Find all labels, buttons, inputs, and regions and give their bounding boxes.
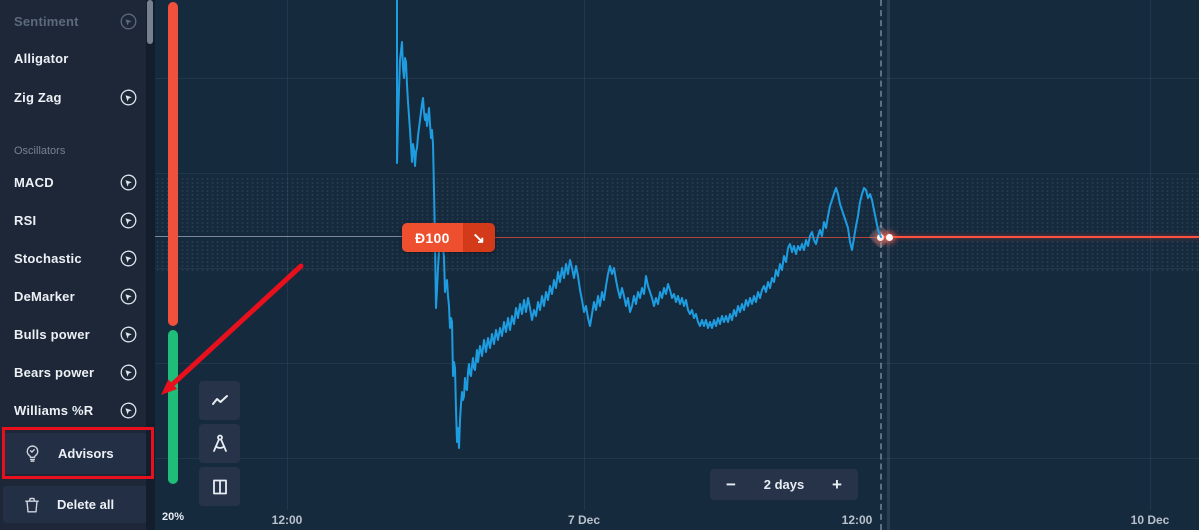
apply-indicator-icon[interactable]: [120, 250, 137, 267]
split-columns-icon: [212, 479, 227, 494]
sidebar-item-stochastic[interactable]: Stochastic: [0, 245, 146, 271]
sidebar-item-demarker[interactable]: DeMarker: [0, 283, 146, 309]
sidebar-item-label: MACD: [14, 174, 54, 190]
sidebar-item-label: Zig Zag: [14, 89, 62, 105]
expiry-time-line: [887, 0, 890, 530]
sidebar-item-zigzag[interactable]: Zig Zag: [0, 84, 146, 110]
vertical-gridline: [1150, 0, 1151, 510]
apply-indicator-icon[interactable]: [120, 13, 137, 30]
apply-indicator-icon[interactable]: [120, 364, 137, 381]
sidebar-item-label: Stochastic: [14, 250, 82, 266]
vertical-gridline: [287, 0, 288, 510]
sentiment-gauge-sell-bar: [168, 2, 178, 326]
trash-icon: [25, 497, 39, 512]
zoom-in-button[interactable]: +: [832, 474, 842, 494]
horizontal-gridline: [155, 173, 1199, 174]
sidebar-item-williams-r[interactable]: Williams %R: [0, 397, 146, 423]
advisor-lightbulb-icon: [26, 445, 39, 462]
sidebar-item-label: DeMarker: [14, 288, 75, 304]
timeframe-value[interactable]: 2 days: [763, 477, 805, 492]
apply-indicator-icon[interactable]: [120, 174, 137, 191]
sidebar-item-rsi[interactable]: RSI: [0, 207, 146, 233]
sentiment-gauge-percent: 20%: [162, 511, 185, 523]
price-chart[interactable]: 20% Đ100 ↘: [155, 0, 1199, 530]
scrollbar-thumb[interactable]: [147, 0, 153, 44]
layout-button[interactable]: [199, 467, 240, 506]
sidebar-item-sentiment[interactable]: Sentiment: [0, 8, 146, 34]
advisors-button[interactable]: Advisors: [3, 433, 150, 474]
timeframe-zoom-control: − 2 days +: [710, 469, 858, 500]
apply-indicator-icon[interactable]: [120, 288, 137, 305]
horizontal-gridline: [155, 78, 1199, 79]
indicators-sidebar: Sentiment Alligator Zig Zag Oscillators …: [0, 0, 150, 530]
chart-type-button[interactable]: [199, 381, 240, 420]
apply-indicator-icon[interactable]: [120, 212, 137, 229]
current-quote-dot: [877, 233, 884, 241]
shaded-zone: [155, 177, 1199, 234]
sentiment-gauge-buy-bar: [168, 330, 178, 484]
trade-direction-down-icon: ↘: [462, 223, 495, 252]
delete-all-label: Delete all: [57, 497, 115, 512]
sidebar-item-label: Williams %R: [14, 402, 94, 418]
zoom-out-button[interactable]: −: [726, 474, 736, 494]
trade-open-price-line-right: [881, 236, 1199, 238]
sidebar-scrollbar[interactable]: [146, 0, 155, 530]
current-time-dashed-line: [880, 0, 882, 530]
advisors-label: Advisors: [58, 446, 114, 461]
apply-indicator-icon[interactable]: [120, 402, 137, 419]
x-axis-label: 10 Dec: [1130, 513, 1170, 527]
sidebar-item-label: Bulls power: [14, 326, 90, 342]
apply-indicator-icon[interactable]: [120, 89, 137, 106]
compass-icon: [212, 434, 227, 452]
trade-amount-label: Đ100: [402, 223, 463, 252]
open-trade-marker[interactable]: Đ100 ↘: [402, 223, 495, 252]
x-axis-label: 12:00: [841, 513, 873, 527]
oscillators-section-label: Oscillators: [14, 145, 66, 157]
sidebar-item-label: Sentiment: [14, 13, 79, 29]
drawing-tools-button[interactable]: [199, 424, 240, 463]
current-quote-dot: [886, 233, 893, 241]
sidebar-item-bulls-power[interactable]: Bulls power: [0, 321, 146, 347]
apply-indicator-icon[interactable]: [120, 326, 137, 343]
delete-all-button[interactable]: Delete all: [3, 486, 150, 523]
x-axis-label: 12:00: [271, 513, 303, 527]
x-axis-label: 7 Dec: [567, 513, 601, 527]
horizontal-gridline: [155, 458, 1199, 459]
line-chart-icon: [211, 394, 228, 405]
current-price-line: [155, 236, 402, 237]
sidebar-item-label: Alligator: [14, 50, 69, 66]
sidebar-item-label: RSI: [14, 212, 37, 228]
sidebar-item-macd[interactable]: MACD: [0, 169, 146, 195]
horizontal-gridline: [155, 363, 1199, 364]
shaded-zone: [155, 240, 1199, 271]
sidebar-item-label: Bears power: [14, 364, 95, 380]
sidebar-item-bears-power[interactable]: Bears power: [0, 359, 146, 385]
sidebar-item-alligator[interactable]: Alligator: [0, 45, 146, 71]
